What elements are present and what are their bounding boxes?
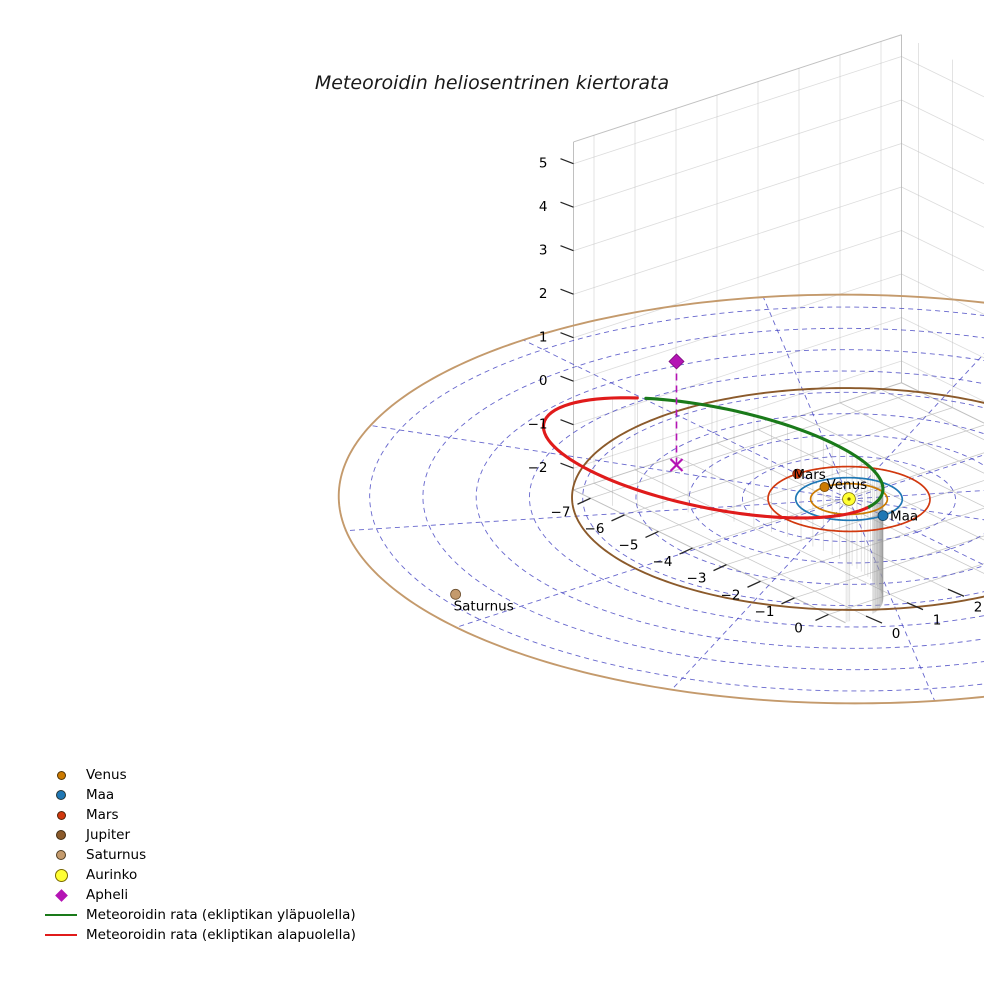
label-maa: Maa [890,509,918,525]
legend-label: Apheli [86,887,129,903]
x-tick-2-label: −5 [619,537,639,553]
legend-item-saturnus[interactable]: Saturnus [38,845,146,865]
z-tick-3-tick [560,288,574,295]
z-tick-5-tick [560,375,574,382]
legend-marker-diamond-icon [54,888,68,902]
x-tick-3-tick [679,547,693,555]
legend-label: Venus [86,767,127,783]
x-tick-4-label: −3 [687,571,707,587]
legend-label: Mars [86,807,119,823]
legend-marker-circle-icon [56,770,66,780]
legend-item-maa[interactable]: Maa [38,785,114,805]
legend-label: Meteoroidin rata (ekliptikan alapuolella… [86,927,356,943]
x-tick-6-label: −1 [755,604,775,620]
planet-orbits [337,293,984,705]
orbit-drop-lines [611,397,884,622]
legend-label: Meteoroidin rata (ekliptikan yläpuolella… [86,907,356,923]
y-tick-0-label: 0 [892,626,901,642]
x-tick-2-tick [645,530,659,539]
legend-marker-circle-icon [54,868,68,882]
y-tick-0-tick [865,615,883,624]
z-tick-2-label: 3 [539,243,548,259]
legend-item-aurinko[interactable]: Aurinko [38,865,137,885]
legend-label: Aurinko [86,867,138,883]
legend-marker-circle-icon [56,850,66,860]
sun-center-dot [847,497,851,501]
x-tick-5-tick [747,580,761,588]
y-tick-1-label: 1 [933,613,942,629]
marker-venus [819,482,830,493]
legend-marker-circle-icon [56,790,66,800]
x-tick-3-label: −4 [653,554,673,570]
page-title: Meteoroidin heliosentrinen kiertorata [314,72,670,94]
label-mars: Mars [793,467,826,483]
legend-label: Maa [86,787,115,803]
marker-maa [877,510,889,521]
z-tick-4-label: 1 [539,330,548,346]
z-tick-0-tick [560,158,574,165]
label-saturnus: Saturnus [454,598,514,614]
orbit-saturnus [337,293,984,705]
x-tick-7-tick [815,613,829,622]
label-venus: Venus [827,477,868,493]
z-tick-4-tick [560,332,574,339]
z-tick-7-label: −2 [528,460,548,476]
marker-saturnus [450,588,462,600]
legend-item-mars[interactable]: Mars [38,805,119,825]
meteoroid-below-ecliptic [541,396,869,520]
legend-item-apheli[interactable]: Apheli [38,885,128,905]
legend-item-meteoroidin[interactable]: Meteoroidin rata (ekliptikan alapuolella… [38,925,356,945]
marker-mars [792,468,803,479]
x-tick-0-label: −7 [551,504,571,520]
meteoroid-above-ecliptic [644,396,885,508]
axis-ticks: −7−6−5−4−3−2−1001234567543210−1−2 [528,156,983,642]
z-tick-3-label: 2 [539,286,548,302]
z-tick-5-label: 0 [539,373,548,389]
z-tick-6-label: −1 [528,417,548,433]
x-tick-6-tick [781,597,795,605]
legend-label: Jupiter [86,827,131,843]
legend-marker-circle-icon [56,810,66,820]
legend-marker-line-icon [45,913,77,917]
y-tick-2-label: 2 [974,599,983,615]
z-tick-7-tick [560,462,574,469]
legend-marker-line-icon [45,933,77,937]
x-tick-0-tick [577,497,591,505]
meteoroid-orbit [541,396,885,520]
y-tick-1-tick [906,602,924,611]
z-tick-6-tick [560,419,574,426]
marker-apheli [668,353,685,370]
legend-item-jupiter[interactable]: Jupiter [38,825,130,845]
z-tick-2-tick [560,245,574,252]
z-tick-0-label: 5 [539,156,548,172]
x-tick-1-label: −6 [585,521,605,537]
x-tick-4-tick [713,564,727,572]
y-tick-2-tick [947,588,965,597]
z-tick-1-label: 4 [539,199,548,215]
legend-item-venus[interactable]: Venus [38,765,127,785]
orbit-jupiter [571,387,984,611]
x-tick-5-label: −2 [721,587,741,603]
legend-label: Saturnus [86,847,147,863]
legend-marker-circle-icon [56,830,66,840]
z-tick-1-tick [560,201,574,208]
x-tick-7-label: 0 [794,620,803,636]
orbit-maa [794,476,904,522]
legend-item-meteoroidin[interactable]: Meteoroidin rata (ekliptikan yläpuolella… [38,905,356,925]
x-tick-1-tick [611,514,625,522]
